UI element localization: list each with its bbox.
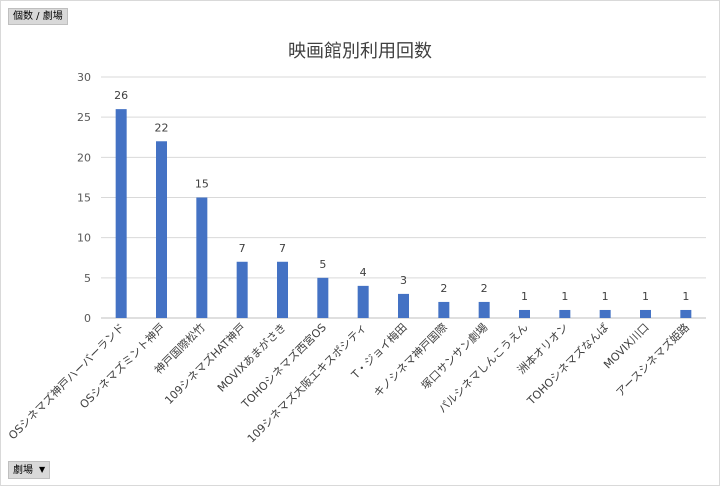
y-tick-label: 20 — [77, 151, 91, 164]
data-label: 4 — [360, 266, 367, 279]
bar — [236, 261, 248, 318]
bar — [599, 309, 611, 318]
data-label: 2 — [440, 282, 447, 295]
data-label: 3 — [400, 274, 407, 287]
bar — [156, 141, 167, 318]
bar — [438, 301, 450, 318]
axis-field-label: 劇場 — [13, 465, 33, 476]
x-tick-label: アースシネマズ姫路 — [613, 320, 692, 399]
x-tick-label: 塚口サンサン劇場 — [418, 320, 490, 392]
axis-field-button[interactable]: 劇場 ▼ — [8, 461, 51, 479]
data-label: 7 — [279, 242, 286, 255]
bar — [559, 309, 571, 318]
bar — [115, 109, 127, 318]
x-tick-label: MOVIXあまがさき — [214, 320, 288, 394]
data-label: 26 — [114, 89, 128, 102]
bars — [115, 109, 692, 318]
x-axis-labels: OSシネマズ神戸ハーバーランドOSシネマズミント神戸神戸国際松竹109シネマズH… — [5, 320, 692, 445]
data-label: 2 — [481, 282, 488, 295]
bar — [357, 285, 369, 318]
data-label: 5 — [319, 258, 326, 271]
data-label: 1 — [521, 290, 528, 303]
y-axis-ticks: 0 5 10 15 20 25 30 — [77, 71, 91, 325]
data-label: 1 — [682, 290, 689, 303]
bar — [196, 197, 208, 318]
chevron-down-icon[interactable]: ▼ — [39, 465, 46, 474]
bar — [398, 293, 409, 318]
y-tick-label: 10 — [77, 232, 91, 245]
value-field-button[interactable]: 個数 / 劇場 — [8, 8, 68, 25]
y-tick-label: 0 — [84, 312, 91, 325]
bar — [277, 261, 288, 318]
bar — [519, 309, 530, 318]
bar — [317, 277, 329, 318]
data-label: 1 — [602, 290, 609, 303]
data-label: 1 — [561, 290, 568, 303]
bar — [478, 301, 490, 318]
chart-title: 映画館別利用回数 — [288, 41, 432, 62]
x-tick-label: キノシネマ神戸国際 — [371, 320, 450, 399]
y-tick-label: 5 — [84, 272, 91, 285]
bar — [680, 309, 692, 318]
data-label: 15 — [195, 178, 209, 191]
data-label: 22 — [155, 121, 169, 134]
x-tick-label: 109シネマズHAT神戸 — [162, 320, 249, 407]
y-tick-label: 30 — [77, 71, 91, 84]
y-tick-label: 15 — [77, 192, 91, 205]
bar — [640, 309, 651, 318]
y-tick-label: 25 — [77, 111, 91, 124]
data-label: 7 — [239, 242, 246, 255]
data-label: 1 — [642, 290, 649, 303]
